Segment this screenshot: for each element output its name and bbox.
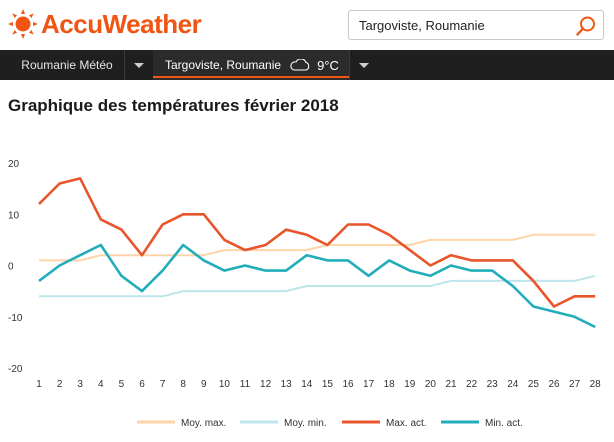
x-tick-label: 21	[445, 379, 457, 390]
x-tick-label: 1	[36, 379, 42, 390]
x-tick-label: 16	[342, 379, 354, 390]
x-tick-label: 2	[57, 379, 63, 390]
x-tick-label: 18	[384, 379, 396, 390]
page-title: Graphique des températures février 2018	[8, 96, 339, 115]
x-tick-label: 22	[466, 379, 478, 390]
logo-text: AccuWeather	[41, 9, 202, 39]
header: AccuWeather	[0, 0, 614, 48]
x-tick-label: 11	[240, 379, 251, 390]
x-tick-label: 28	[590, 379, 602, 390]
nav-item-country-weather[interactable]: Roumanie Météo	[21, 58, 113, 72]
y-tick-label: -20	[8, 364, 23, 375]
accuweather-logo[interactable]: AccuWeather	[8, 8, 202, 40]
x-tick-label: 23	[487, 379, 499, 390]
series-line-3	[38, 177, 596, 308]
x-tick-label: 15	[322, 379, 334, 390]
search-box	[348, 10, 604, 40]
x-tick-label: 19	[404, 379, 416, 390]
x-tick-label: 8	[180, 379, 186, 390]
current-temperature: 9°C	[317, 57, 339, 73]
x-tick-label: 3	[77, 379, 83, 390]
nav-location-label: Targoviste, Roumanie	[165, 58, 282, 72]
x-tick-label: 24	[507, 379, 519, 390]
series-line-4	[38, 243, 596, 329]
legend-label: Moy. max.	[181, 418, 226, 429]
x-tick-label: 12	[260, 379, 272, 390]
x-tick-label: 14	[301, 379, 313, 390]
nav-dropdown-location[interactable]	[349, 50, 378, 80]
active-underline	[153, 76, 349, 78]
nav-dropdown-country[interactable]	[124, 50, 153, 80]
x-tick-label: 5	[119, 379, 125, 390]
sun-logo-icon	[8, 9, 38, 39]
search-input[interactable]	[359, 17, 559, 34]
x-tick-label: 13	[281, 379, 293, 390]
x-tick-label: 25	[528, 379, 540, 390]
x-tick-label: 20	[425, 379, 437, 390]
y-tick-label: -10	[8, 313, 23, 324]
series-line-1	[39, 233, 596, 262]
search-icon[interactable]	[575, 15, 597, 37]
series-line-2	[39, 274, 596, 298]
y-tick-label: 10	[8, 210, 20, 221]
nav-item-current-location[interactable]: Targoviste, Roumanie 9°C	[153, 50, 349, 80]
caret-down-icon	[134, 56, 144, 74]
y-tick-label: 20	[8, 159, 20, 170]
x-tick-label: 7	[160, 379, 166, 390]
x-tick-label: 27	[569, 379, 581, 390]
x-tick-label: 6	[139, 379, 145, 390]
x-tick-label: 9	[201, 379, 207, 390]
legend-label: Max. act.	[386, 418, 427, 429]
x-tick-label: 17	[363, 379, 375, 390]
x-tick-label: 4	[98, 379, 104, 390]
x-tick-label: 26	[548, 379, 560, 390]
caret-down-icon	[359, 56, 369, 74]
legend-label: Moy. min.	[284, 418, 327, 429]
y-tick-label: 0	[8, 262, 14, 273]
top-nav: Roumanie Météo Targoviste, Roumanie 9°C	[0, 50, 614, 80]
cloud-icon	[289, 59, 311, 71]
legend-label: Min. act.	[485, 418, 523, 429]
x-tick-label: 10	[219, 379, 231, 390]
